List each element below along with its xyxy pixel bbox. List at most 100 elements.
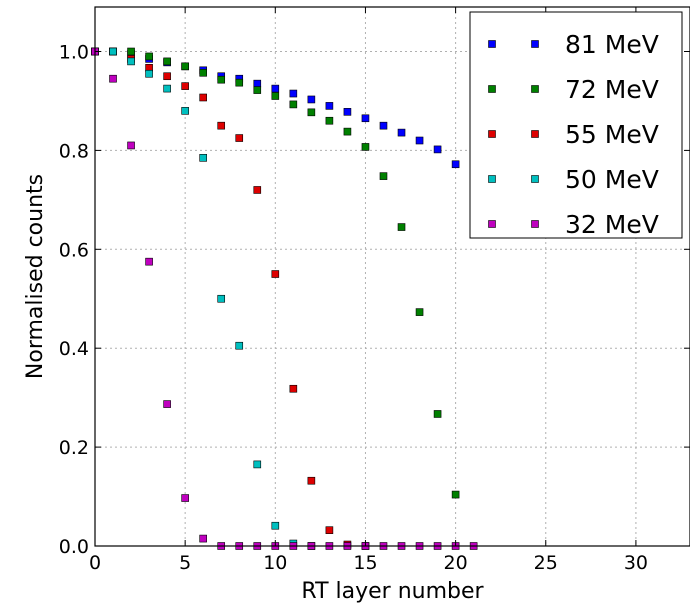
legend-marker xyxy=(488,40,496,48)
x-tick-label: 5 xyxy=(179,552,191,574)
data-point xyxy=(343,108,352,116)
data-point xyxy=(433,410,442,418)
data-point xyxy=(415,136,424,145)
data-point xyxy=(361,143,370,151)
data-point xyxy=(235,78,244,87)
x-tick-label: 10 xyxy=(263,552,287,574)
y-tick-label: 0.4 xyxy=(59,338,89,360)
x-tick-label: 0 xyxy=(89,552,101,574)
data-point xyxy=(199,154,207,162)
data-point xyxy=(163,72,171,81)
legend-marker xyxy=(488,175,496,183)
data-point xyxy=(181,494,189,502)
data-point xyxy=(217,75,226,84)
x-tick-label: 30 xyxy=(624,552,648,574)
data-point xyxy=(325,116,334,125)
data-point xyxy=(127,141,135,150)
data-point xyxy=(289,384,298,393)
data-point xyxy=(271,92,280,100)
legend: 81 MeV 72 MeV 55 MeV 50 MeV 32 MeV xyxy=(469,11,683,239)
legend-item: 50 MeV xyxy=(488,165,659,194)
legend-marker xyxy=(531,85,539,93)
legend-marker xyxy=(531,175,539,183)
data-point xyxy=(343,127,352,136)
y-tick-label: 0.0 xyxy=(59,536,89,558)
data-point xyxy=(325,102,334,110)
data-point xyxy=(307,108,316,117)
legend-label: 72 MeV xyxy=(565,75,659,104)
data-point xyxy=(127,57,135,66)
data-point xyxy=(181,107,189,115)
legend-box xyxy=(469,11,683,239)
legend-label: 55 MeV xyxy=(565,120,659,149)
data-point xyxy=(397,223,406,231)
data-point xyxy=(451,160,460,169)
data-point xyxy=(217,294,226,303)
data-point xyxy=(217,121,226,130)
data-point xyxy=(199,93,207,102)
y-tick-label: 0.6 xyxy=(59,239,89,261)
data-point xyxy=(271,521,280,530)
y-axis-label: Normalised counts xyxy=(23,174,48,379)
data-point xyxy=(163,84,171,93)
data-point xyxy=(433,145,442,154)
x-tick-label: 25 xyxy=(534,552,558,574)
data-points xyxy=(91,47,478,550)
y-tick-label: 0.2 xyxy=(59,437,89,459)
data-point xyxy=(271,84,280,93)
data-point xyxy=(181,82,189,90)
legend-marker xyxy=(488,220,496,228)
data-point xyxy=(109,47,117,56)
legend-items: 81 MeV 72 MeV 55 MeV 50 MeV 32 MeV xyxy=(488,30,659,239)
legend-marker xyxy=(488,130,496,138)
y-tick-label: 0.8 xyxy=(59,140,89,162)
data-point xyxy=(451,490,460,499)
legend-marker xyxy=(531,40,539,48)
data-point xyxy=(145,52,153,61)
series-50-mev xyxy=(91,47,316,550)
data-point xyxy=(127,47,135,56)
data-point xyxy=(379,121,388,130)
plot-frame xyxy=(94,6,690,547)
legend-label: 50 MeV xyxy=(565,165,659,194)
data-point xyxy=(289,100,298,109)
data-point xyxy=(109,74,117,83)
legend-label: 32 MeV xyxy=(565,210,659,239)
x-axis-label: RT layer number xyxy=(301,579,484,604)
data-point xyxy=(199,534,207,543)
legend-item: 72 MeV xyxy=(488,75,659,104)
axis-ticks: 0 5 10 15 20 25 30 0.0 0.2 0.4 0.6 0.8 1.0 xyxy=(59,7,690,574)
data-point xyxy=(253,186,262,194)
data-point xyxy=(235,134,244,142)
data-point xyxy=(199,68,207,77)
data-point xyxy=(235,341,244,350)
legend-item: 32 MeV xyxy=(488,210,659,239)
legend-item: 55 MeV xyxy=(488,120,659,149)
data-point xyxy=(253,86,262,94)
x-tick-label: 15 xyxy=(353,552,377,574)
legend-item: 81 MeV xyxy=(488,30,659,59)
legend-marker xyxy=(531,130,539,138)
data-point xyxy=(271,270,280,278)
data-point xyxy=(145,69,153,78)
data-point xyxy=(163,400,171,408)
data-point xyxy=(181,62,189,71)
legend-label: 81 MeV xyxy=(565,30,659,59)
legend-marker xyxy=(531,220,539,228)
data-point xyxy=(379,172,388,180)
data-point xyxy=(253,460,262,469)
data-point xyxy=(163,57,171,66)
data-point xyxy=(289,89,298,98)
data-point xyxy=(307,476,316,485)
x-tick-label: 20 xyxy=(444,552,468,574)
data-point xyxy=(361,114,370,123)
y-tick-label: 1.0 xyxy=(59,42,89,64)
legend-marker xyxy=(488,85,496,93)
data-point xyxy=(253,79,262,88)
data-point xyxy=(415,308,424,316)
series-32-mev xyxy=(91,47,478,550)
data-point xyxy=(397,128,406,137)
data-point xyxy=(145,257,153,266)
data-point xyxy=(325,526,334,534)
